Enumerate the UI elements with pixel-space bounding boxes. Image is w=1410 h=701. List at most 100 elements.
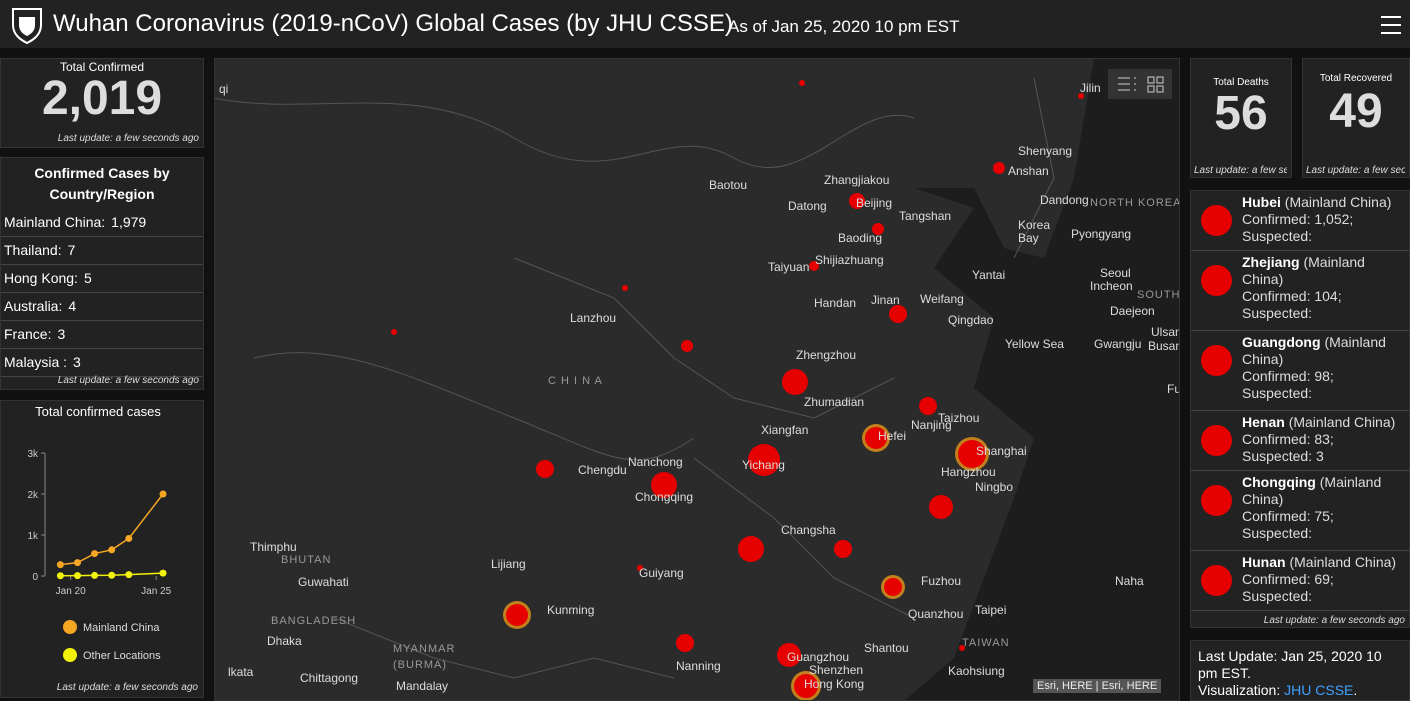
- y-tick-label: 3k: [27, 449, 39, 460]
- place-label: Guiyang: [639, 566, 684, 580]
- point: [91, 571, 99, 579]
- case-marker: [681, 340, 693, 352]
- province-row: Guangdong (Mainland China) Confirmed: 98;…: [1191, 331, 1409, 411]
- point: [56, 572, 64, 580]
- region: (Mainland China): [1284, 194, 1392, 210]
- marker-dot: [1201, 425, 1232, 456]
- confirmed: Confirmed: 69;: [1242, 571, 1334, 587]
- y-tick-label: 0: [32, 572, 38, 583]
- place-label: TAIWAN: [962, 637, 1010, 649]
- country-name: Mainland China:: [4, 214, 106, 230]
- map-canvas: Jilin Shenyang Anshan Dandong NORTH KOREA Kor…: [215, 59, 1180, 700]
- case-marker: [919, 397, 937, 415]
- y-tick-label: 2k: [27, 490, 39, 501]
- case-marker: [622, 285, 628, 291]
- place-label: Lijiang: [491, 557, 526, 571]
- place-label: Busan: [1148, 339, 1180, 353]
- suspected: Suspected:: [1242, 305, 1313, 321]
- series-line: [60, 493, 164, 566]
- case-marker: [1078, 93, 1084, 99]
- place-label: BANGLADESH: [271, 615, 356, 627]
- case-marker: [777, 643, 801, 667]
- place-label: Incheon: [1090, 279, 1133, 293]
- place-label: Korea: [1018, 218, 1050, 232]
- province-text: Hubei (Mainland China) Confirmed: 1,052; S…: [1242, 191, 1391, 250]
- menu-button[interactable]: [1380, 15, 1402, 35]
- place-label: lkata: [228, 665, 254, 679]
- place-label: Shenzhen: [809, 663, 863, 677]
- province-name: Chongqing: [1242, 474, 1316, 490]
- place-label: MYANMAR: [393, 643, 455, 655]
- case-markers: [391, 80, 1084, 700]
- case-marker: [799, 80, 805, 86]
- legend-label: Other Locations: [83, 650, 161, 662]
- country-name: Hong Kong:: [4, 270, 78, 286]
- place-label: qi: [219, 82, 228, 96]
- place-label: Fuku: [1167, 382, 1180, 396]
- province-row: Zhejiang (Mainland China) Confirmed: 104;…: [1191, 251, 1409, 331]
- country-row: Hong Kong: 5: [1, 265, 203, 293]
- subtitle: As of Jan 25, 2020 10 pm EST: [728, 17, 960, 36]
- case-marker: [958, 440, 986, 468]
- tool-icons[interactable]: [1108, 69, 1172, 99]
- point: [125, 571, 133, 579]
- case-marker: [809, 261, 819, 271]
- place-label: C H I N A: [548, 375, 603, 387]
- value: 2,019: [41, 72, 163, 125]
- confirmed: Confirmed: 75;: [1242, 508, 1334, 524]
- country-value: 7: [67, 242, 76, 258]
- place-label: Pyongyang: [1071, 227, 1131, 241]
- confirmed: Confirmed: 104;: [1242, 288, 1342, 304]
- place-label: Taizhou: [938, 411, 979, 425]
- point: [125, 534, 133, 542]
- label: Total Confirmed: [59, 60, 145, 74]
- place-label: Nanjing: [911, 418, 952, 432]
- place-label: Shenyang: [1018, 144, 1072, 158]
- place-label: Kunming: [547, 603, 594, 617]
- region: (Mainland China): [1242, 334, 1386, 367]
- map[interactable]: Jilin Shenyang Anshan Dandong NORTH KOREA Kor…: [214, 58, 1180, 701]
- case-marker: [959, 645, 965, 651]
- place-label: Baoding: [838, 231, 882, 245]
- legend-swatch: [63, 648, 77, 662]
- borders: [215, 77, 1055, 679]
- country-panel: Confirmed Cases by Country/Region Mainla…: [0, 157, 204, 390]
- country-row: Malaysia : 3: [1, 349, 203, 377]
- country-name: Malaysia :: [4, 354, 68, 370]
- legend-label: Mainland China: [83, 622, 160, 634]
- case-marker: [637, 565, 643, 571]
- point: [91, 550, 99, 558]
- place-label: Hangzhou: [941, 465, 996, 479]
- suspected: Suspected: 3: [1242, 448, 1324, 464]
- province-name: Hubei: [1242, 194, 1281, 210]
- place-label: Nanning: [676, 659, 721, 673]
- country-value: 3: [57, 326, 66, 342]
- place-label: Tangshan: [899, 209, 951, 223]
- country-row: Mainland China: 1,979: [1, 209, 203, 237]
- confirmed: Confirmed: 1,052;: [1242, 211, 1354, 227]
- recovered-panel: Total Recovered 49 Last update: a few se…: [1302, 58, 1410, 178]
- case-marker: [391, 329, 397, 335]
- place-label: Changsha: [781, 523, 836, 537]
- province-row: Chongqing (Mainland China) Confirmed: 75;…: [1191, 471, 1409, 551]
- place-label: Jilin: [1080, 81, 1101, 95]
- place-label: Daejeon: [1110, 304, 1155, 318]
- place-label: Beijing: [856, 196, 892, 210]
- place-label: Yantai: [972, 268, 1005, 282]
- note: Last update: a few seconds ago: [1263, 615, 1405, 626]
- place-label: Handan: [814, 296, 856, 310]
- last-update-panel: Last Update: Jan 25, 2020 10 pm EST. Vis…: [1190, 640, 1410, 701]
- place-label: Shijiazhuang: [815, 253, 884, 267]
- place-label: Kaohsiung: [948, 664, 1005, 678]
- link[interactable]: JHU CSSE: [1284, 682, 1354, 698]
- value: 49: [1329, 85, 1383, 138]
- place-label: Guangzhou: [787, 650, 849, 664]
- place-label: Qingdao: [948, 313, 994, 327]
- region: (Mainland China): [1288, 414, 1396, 430]
- province-text: Chongqing (Mainland China) Confirmed: 75;…: [1242, 471, 1409, 550]
- place-label: NORTH KOREA: [1090, 197, 1180, 209]
- note: Last update: a few seconds ago: [57, 375, 199, 386]
- place-label: Xiangfan: [761, 423, 808, 437]
- chart-panel: Total confirmed cases Last update: a few…: [0, 400, 204, 698]
- suspected: Suspected:: [1242, 385, 1313, 401]
